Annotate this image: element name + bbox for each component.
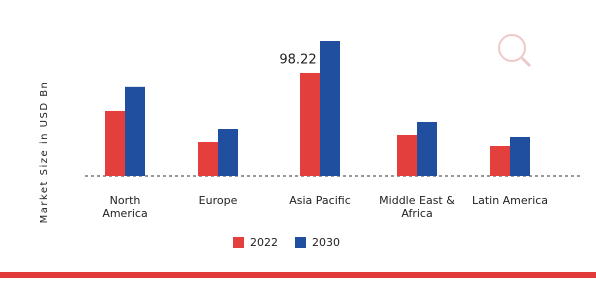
bar [218, 129, 238, 176]
bar [105, 110, 125, 176]
legend-label: 2022 [250, 236, 278, 249]
x-tick-label: Europe [198, 194, 238, 207]
x-tick-label: Asia Pacific [289, 194, 351, 207]
x-tick-label: Latin America [471, 194, 549, 207]
bar [198, 142, 218, 176]
y-axis-label: Market Size in USD Bn [39, 81, 50, 224]
data-label: 98.22 [279, 52, 316, 67]
x-tick-label: Middle East & Africa [379, 194, 455, 220]
bar [125, 86, 145, 176]
bar [300, 72, 320, 176]
bar [397, 134, 417, 176]
watermark [498, 34, 532, 68]
bar [490, 146, 510, 176]
bar [510, 136, 530, 176]
legend-swatch [233, 237, 244, 248]
footer-stripe [0, 272, 596, 278]
legend-label: 2030 [312, 236, 340, 249]
bar [417, 121, 437, 176]
bar [320, 41, 340, 176]
x-tick-label: North America [102, 194, 148, 220]
legend-swatch [295, 237, 306, 248]
